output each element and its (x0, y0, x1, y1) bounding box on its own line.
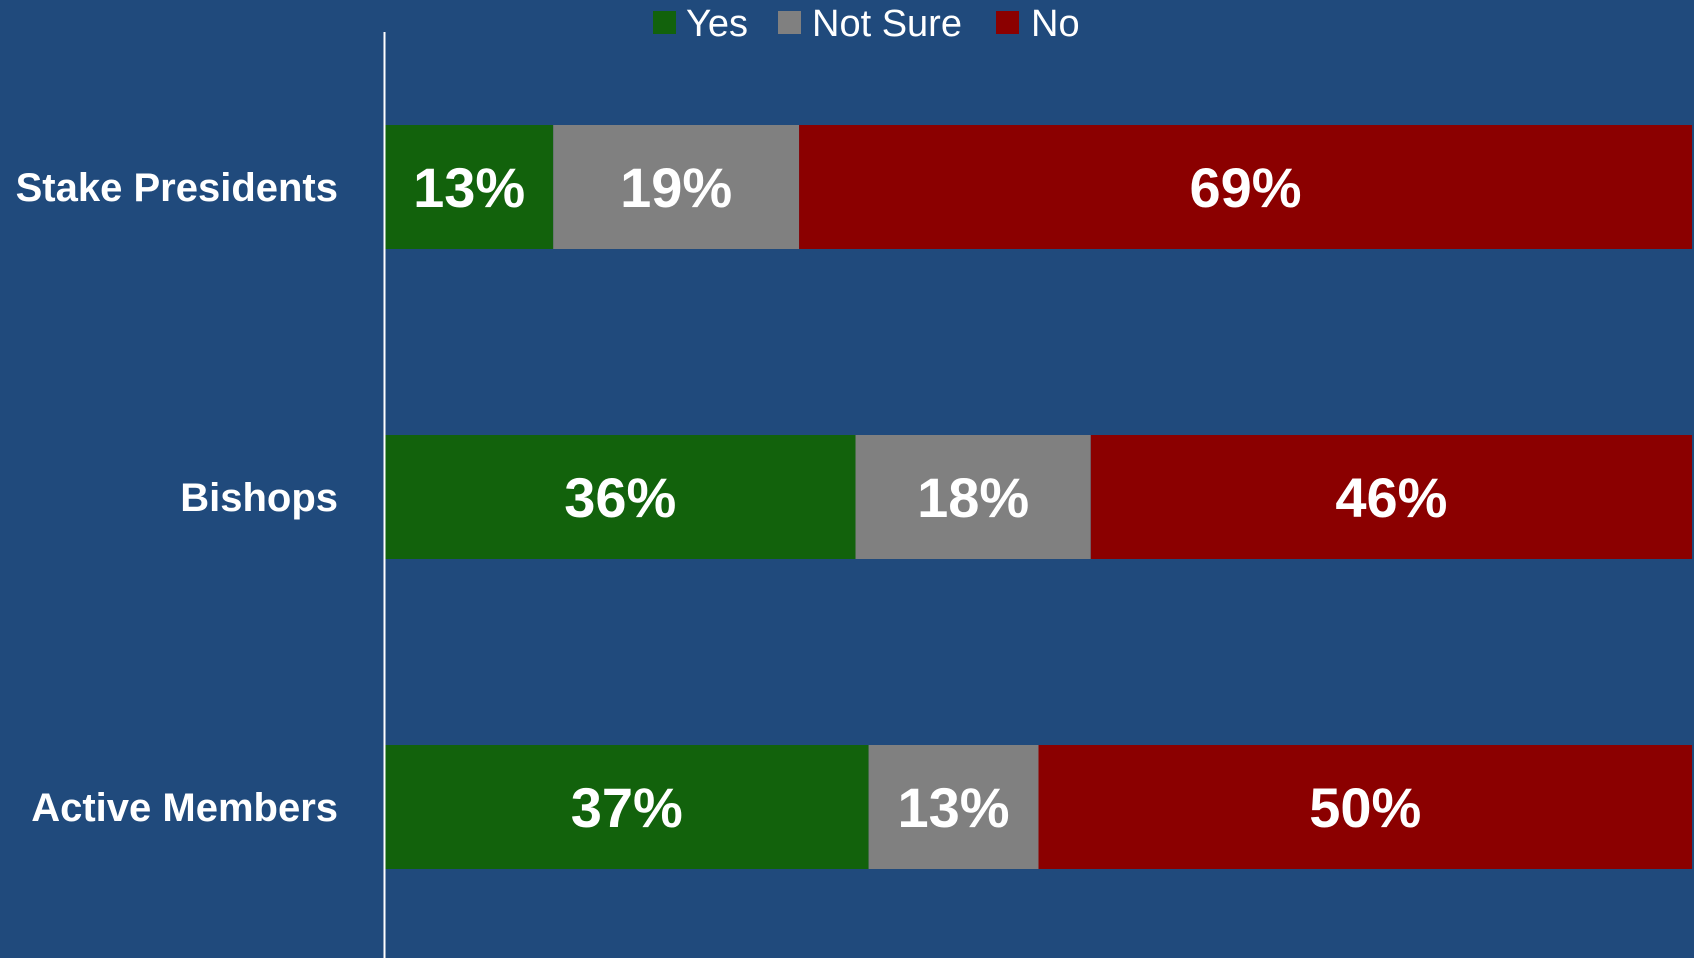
data-label-yes: 13% (413, 156, 525, 219)
bar-no (1090, 435, 1692, 559)
bar-not-sure (868, 745, 1039, 869)
data-label-yes: 36% (564, 466, 676, 529)
bar-yes (385, 435, 856, 559)
legend: Yes Not Sure No (653, 3, 1080, 45)
legend-label-yes: Yes (686, 3, 748, 45)
data-label-not-sure: 19% (620, 156, 732, 219)
category-label: Active Members (31, 786, 338, 830)
legend-swatch-no (996, 11, 1019, 34)
category-label: Bishops (180, 476, 338, 520)
bar-not-sure (553, 125, 800, 249)
bar-yes (385, 745, 869, 869)
legend-swatch-not-sure (778, 11, 801, 34)
bar-yes (385, 125, 554, 249)
bar-series-group: 13% 19% 69% 36% 18% 46% 37% 13% 50% (385, 125, 1692, 869)
category-labels: Stake Presidents Bishops Active Members (16, 166, 338, 830)
data-label-no: 69% (1190, 156, 1302, 219)
data-label-not-sure: 18% (917, 466, 1029, 529)
data-label-not-sure: 13% (897, 776, 1009, 839)
bar-no (1038, 745, 1692, 869)
bar-not-sure (855, 435, 1091, 559)
data-label-yes: 37% (571, 776, 683, 839)
legend-swatch-yes (653, 11, 676, 34)
legend-label-no: No (1031, 3, 1080, 45)
data-label-no: 50% (1309, 776, 1421, 839)
data-label-no: 46% (1335, 466, 1447, 529)
bar-no (799, 125, 1692, 249)
legend-label-not-sure: Not Sure (812, 3, 962, 45)
category-label: Stake Presidents (16, 166, 338, 210)
